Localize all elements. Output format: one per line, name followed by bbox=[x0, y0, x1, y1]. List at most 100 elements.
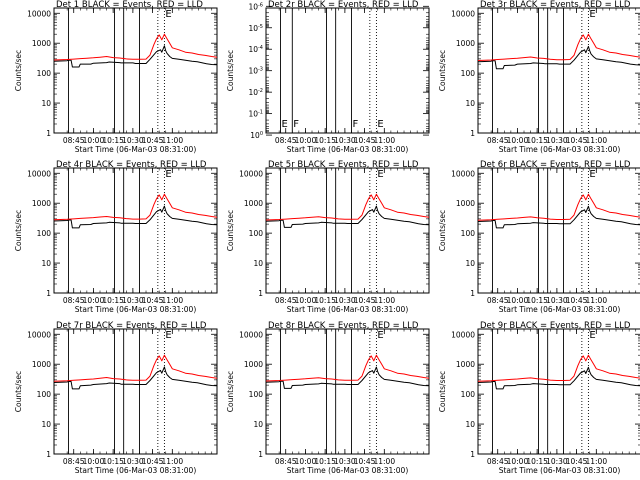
x-tick-label: 10:15 bbox=[526, 296, 548, 305]
event-marker-label: E bbox=[165, 9, 171, 20]
y-tick-label: 10000 bbox=[239, 330, 263, 339]
y-axis-label: Counts/sec bbox=[226, 210, 235, 251]
panel-grid: Det 1 BLACK = Events, RED = LLDE11010010… bbox=[14, 0, 640, 475]
y-tick-label: 100 bbox=[461, 229, 476, 238]
y-tick-label: 10 bbox=[253, 420, 263, 429]
y-tick-label: 1 bbox=[258, 289, 263, 298]
y-tick-label: 100 bbox=[37, 229, 52, 238]
event-marker-label: E bbox=[589, 330, 595, 341]
x-axis-label: Start Time (06-Mar-03 08:31:00) bbox=[287, 466, 409, 475]
x-tick-label: 10:15 bbox=[102, 457, 124, 466]
plot-frame bbox=[265, 328, 430, 455]
y-tick-label: 10 bbox=[41, 99, 51, 108]
x-tick-label: 11:00 bbox=[373, 296, 395, 305]
y-tick-label: 1 bbox=[46, 129, 51, 138]
y-axis-label: Counts/sec bbox=[226, 50, 235, 91]
series-line-events bbox=[53, 45, 218, 68]
y-tick-label: 10000 bbox=[451, 169, 475, 178]
y-tick-label: 1 bbox=[470, 289, 475, 298]
x-tick-label: 10:00 bbox=[83, 296, 105, 305]
x-tick-label: 10:15 bbox=[102, 296, 124, 305]
x-axis-label: Start Time (06-Mar-03 08:31:00) bbox=[75, 305, 197, 314]
x-tick-label: 08:45 bbox=[63, 457, 85, 466]
series-line-lld bbox=[53, 354, 218, 382]
x-tick-label: 11:00 bbox=[161, 457, 183, 466]
event-marker-label: E bbox=[377, 330, 383, 341]
y-tick-label: 100 bbox=[37, 390, 52, 399]
plot-frame bbox=[53, 7, 218, 134]
x-tick-label: 08:45 bbox=[275, 136, 297, 145]
y-axis-label: Counts/sec bbox=[438, 371, 447, 412]
y-tick-label: 10 bbox=[465, 99, 475, 108]
x-tick-label: 10:00 bbox=[295, 136, 317, 145]
chart-title: Det 7r BLACK = Events, RED = LLD bbox=[56, 321, 207, 331]
x-tick-label: 08:45 bbox=[275, 457, 297, 466]
x-axis-label: Start Time (06-Mar-03 08:31:00) bbox=[499, 145, 621, 154]
series-line-lld bbox=[477, 193, 640, 221]
series-line-lld bbox=[477, 33, 640, 61]
plot-frame bbox=[265, 167, 430, 294]
y-tick-label: 1000 bbox=[456, 39, 475, 48]
x-tick-label: 10:00 bbox=[507, 457, 529, 466]
y-tick-label: 10000 bbox=[27, 330, 51, 339]
x-tick-label: 11:00 bbox=[585, 296, 607, 305]
x-axis-label: Start Time (06-Mar-03 08:31:00) bbox=[75, 145, 197, 154]
x-tick-label: 10:15 bbox=[526, 457, 548, 466]
series-line-lld bbox=[53, 193, 218, 221]
x-tick-label: 10:45 bbox=[566, 136, 588, 145]
chart-title: Det 3r BLACK = Events, RED = LLD bbox=[480, 0, 631, 10]
x-tick-label: 10:15 bbox=[102, 136, 124, 145]
y-tick-label: 10-6 bbox=[248, 2, 263, 11]
x-tick-label: 10:45 bbox=[142, 457, 164, 466]
y-tick-label: 10 bbox=[41, 420, 51, 429]
series-line-lld bbox=[477, 354, 640, 382]
chart-title: Det 9r BLACK = Events, RED = LLD bbox=[480, 321, 631, 331]
plot-frame bbox=[53, 328, 218, 455]
x-tick-label: 10:45 bbox=[566, 296, 588, 305]
x-tick-label: 10:00 bbox=[507, 136, 529, 145]
x-tick-label: 11:00 bbox=[373, 136, 395, 145]
y-tick-label: 1000 bbox=[244, 360, 263, 369]
y-tick-label: 10000 bbox=[27, 9, 51, 18]
y-tick-label: 10 bbox=[253, 259, 263, 268]
series-line-events bbox=[265, 366, 430, 389]
series-line-lld bbox=[265, 193, 430, 221]
y-tick-label: 1000 bbox=[32, 39, 51, 48]
chart-title: Det 5r BLACK = Events, RED = LLD bbox=[268, 160, 419, 170]
series-line-lld bbox=[265, 354, 430, 382]
y-tick-label: 10-1 bbox=[248, 110, 263, 119]
x-tick-label: 10:30 bbox=[122, 136, 144, 145]
x-tick-label: 10:45 bbox=[354, 457, 376, 466]
chart-title: Det 1 BLACK = Events, RED = LLD bbox=[56, 0, 203, 10]
x-tick-label: 08:45 bbox=[487, 457, 509, 466]
y-tick-label: 1000 bbox=[456, 360, 475, 369]
x-tick-label: 10:45 bbox=[354, 296, 376, 305]
x-tick-label: 10:30 bbox=[334, 457, 356, 466]
chart-title: Det 6r BLACK = Events, RED = LLD bbox=[480, 160, 631, 170]
y-tick-label: 100 bbox=[249, 229, 264, 238]
y-tick-label: 1000 bbox=[244, 199, 263, 208]
y-tick-label: 10 bbox=[41, 259, 51, 268]
y-tick-label: 1000 bbox=[32, 360, 51, 369]
x-tick-label: 10:30 bbox=[122, 457, 144, 466]
series-line-events bbox=[477, 366, 640, 390]
x-axis-label: Start Time (06-Mar-03 08:31:00) bbox=[287, 305, 409, 314]
x-tick-label: 10:45 bbox=[354, 136, 376, 145]
x-tick-label: 10:30 bbox=[334, 296, 356, 305]
y-axis-label: Counts/sec bbox=[14, 50, 23, 91]
y-tick-label: 10-2 bbox=[248, 88, 263, 97]
x-tick-label: 11:00 bbox=[373, 457, 395, 466]
x-tick-label: 10:15 bbox=[314, 296, 336, 305]
y-tick-label: 10-5 bbox=[248, 24, 263, 33]
chart-title: Det 2r BLACK = Events, RED = LLD bbox=[268, 0, 419, 10]
y-tick-label: 1 bbox=[470, 450, 475, 459]
y-tick-label: 100 bbox=[250, 131, 263, 140]
y-tick-label: 1000 bbox=[456, 199, 475, 208]
x-tick-label: 08:45 bbox=[275, 296, 297, 305]
event-marker-label: F bbox=[352, 119, 358, 130]
